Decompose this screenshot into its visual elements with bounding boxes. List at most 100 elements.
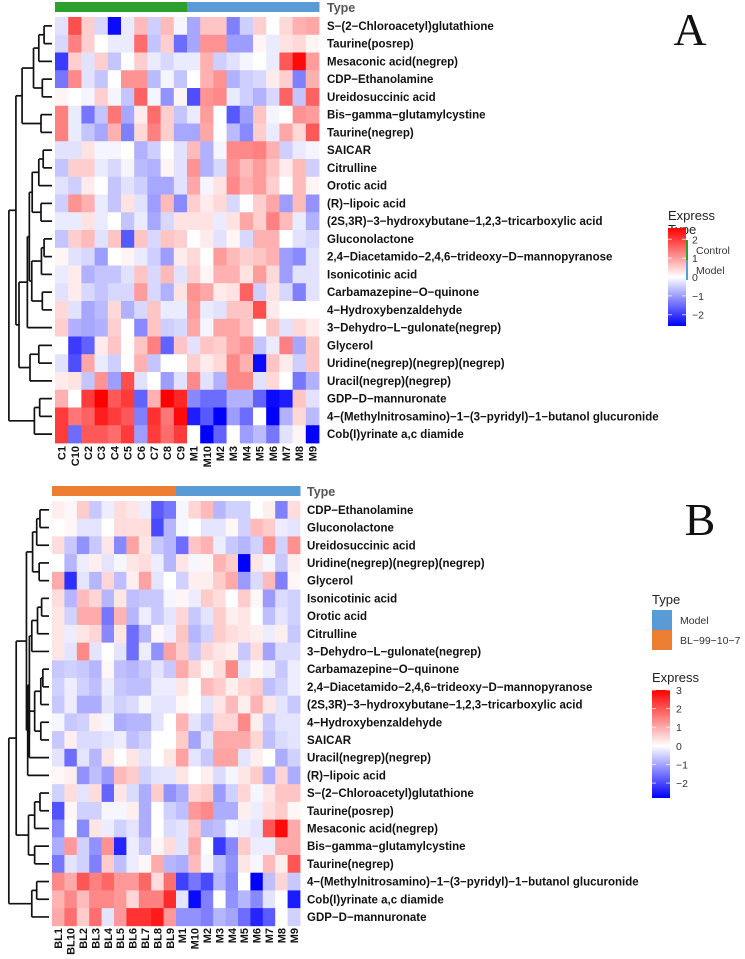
heatmap-cell — [55, 372, 69, 391]
heatmap-cell — [151, 607, 164, 626]
heatmap-cell — [121, 407, 135, 426]
heatmap-cell — [287, 660, 301, 679]
row-label: CDP−Ethanolamine — [307, 505, 413, 517]
heatmap-cell — [238, 554, 251, 573]
heatmap-cell — [173, 336, 188, 355]
heatmap-cell — [64, 571, 78, 590]
heatmap-cell — [134, 70, 148, 89]
heatmap-cell — [68, 247, 82, 266]
heatmap-cell — [176, 766, 189, 785]
heatmap-cell — [114, 801, 127, 820]
heatmap-cell — [239, 230, 254, 249]
heatmap-cell — [121, 230, 135, 249]
heatmap-cell — [64, 872, 78, 891]
row-label: Glycerol — [327, 340, 373, 352]
heatmap-cell — [126, 731, 140, 750]
heatmap-cell — [126, 713, 140, 732]
heatmap-cell — [238, 642, 251, 661]
heatmap-cell — [253, 17, 267, 36]
heatmap-cell — [138, 642, 152, 661]
heatmap-cell — [253, 336, 267, 355]
heatmap-cell — [253, 230, 267, 249]
heatmap-cell — [287, 589, 301, 608]
heatmap-cell — [138, 624, 152, 643]
heatmap-cell — [160, 336, 175, 355]
column-label: BL9 — [165, 928, 177, 949]
heatmap-cell — [107, 176, 122, 195]
heatmap-cell — [107, 141, 122, 160]
heatmap-cell — [126, 748, 140, 767]
heatmap-cell — [292, 34, 307, 53]
annotation-bar-cell — [52, 486, 65, 496]
heatmap-cell — [213, 34, 227, 53]
heatmap-cell — [107, 283, 122, 302]
heatmap-cell — [114, 819, 127, 838]
heatmap-cell — [200, 123, 214, 142]
heatmap-cell — [134, 88, 148, 107]
heatmap-cell — [225, 660, 239, 679]
heatmap-cell — [187, 283, 201, 302]
heatmap-cell — [253, 372, 267, 391]
heatmap-cell — [188, 837, 202, 856]
heatmap-cell — [226, 141, 241, 160]
heatmap-cell — [262, 501, 276, 520]
column-label: M8 — [276, 928, 288, 943]
heatmap-cell — [200, 766, 214, 785]
heatmap-cell — [213, 194, 227, 213]
heatmap-cell — [138, 801, 152, 820]
row-label: Uridine(negrep)(negrep)(negrep) — [327, 358, 505, 370]
heatmap-cell — [226, 34, 241, 53]
heatmap-cell — [253, 34, 267, 53]
annotation-bar-cell — [64, 486, 78, 496]
heatmap-cell — [239, 283, 254, 302]
colorbar-tick-label: 1 — [692, 253, 698, 265]
heatmap-cell — [266, 194, 280, 213]
row-label: Bis−gamma−glutamylcystine — [327, 110, 486, 122]
heatmap-cell — [138, 607, 152, 626]
heatmap-cell — [238, 501, 251, 520]
heatmap-cell — [76, 837, 90, 856]
heatmap-cell — [305, 105, 320, 124]
heatmap-cell — [68, 283, 82, 302]
heatmap-cell — [138, 713, 152, 732]
heatmap-cell — [213, 70, 227, 89]
heatmap-cell — [200, 88, 214, 107]
heatmap-cell — [147, 372, 161, 391]
heatmap-cell — [68, 301, 82, 320]
heatmap-cell — [94, 247, 109, 266]
heatmap-cell — [52, 501, 65, 520]
heatmap-cell — [52, 589, 65, 608]
heatmap-cell — [107, 336, 122, 355]
heatmap-cell — [64, 607, 78, 626]
heatmap-cell — [68, 372, 82, 391]
heatmap-cell — [94, 230, 109, 249]
heatmap-cell — [188, 695, 202, 714]
heatmap-cell — [226, 159, 241, 178]
heatmap-cell — [213, 105, 227, 124]
heatmap-cell — [134, 105, 148, 124]
heatmap-cell — [292, 17, 307, 36]
heatmap-cell — [176, 589, 189, 608]
heatmap-cell — [163, 607, 177, 626]
heatmap-cell — [55, 301, 69, 320]
heatmap-cell — [94, 17, 109, 36]
heatmap-cell — [89, 731, 102, 750]
heatmap-cell — [305, 389, 320, 408]
heatmap-cell — [64, 536, 78, 555]
heatmap-cell — [173, 88, 188, 107]
heatmap-cell — [81, 265, 95, 284]
heatmap-cell — [239, 105, 254, 124]
heatmap-cell — [292, 425, 307, 444]
heatmap-cell — [200, 713, 214, 732]
heatmap-cell — [287, 872, 301, 891]
heatmap-cell — [138, 872, 152, 891]
heatmap-cell — [287, 766, 301, 785]
column-label: M5 — [255, 446, 267, 461]
heatmap-cell — [55, 318, 69, 337]
heatmap-cell — [147, 283, 161, 302]
heatmap-cell — [187, 212, 201, 231]
column-label: C3 — [96, 446, 108, 460]
heatmap-cell — [187, 70, 201, 89]
row-label: Ureidosuccinic acid — [307, 540, 416, 552]
